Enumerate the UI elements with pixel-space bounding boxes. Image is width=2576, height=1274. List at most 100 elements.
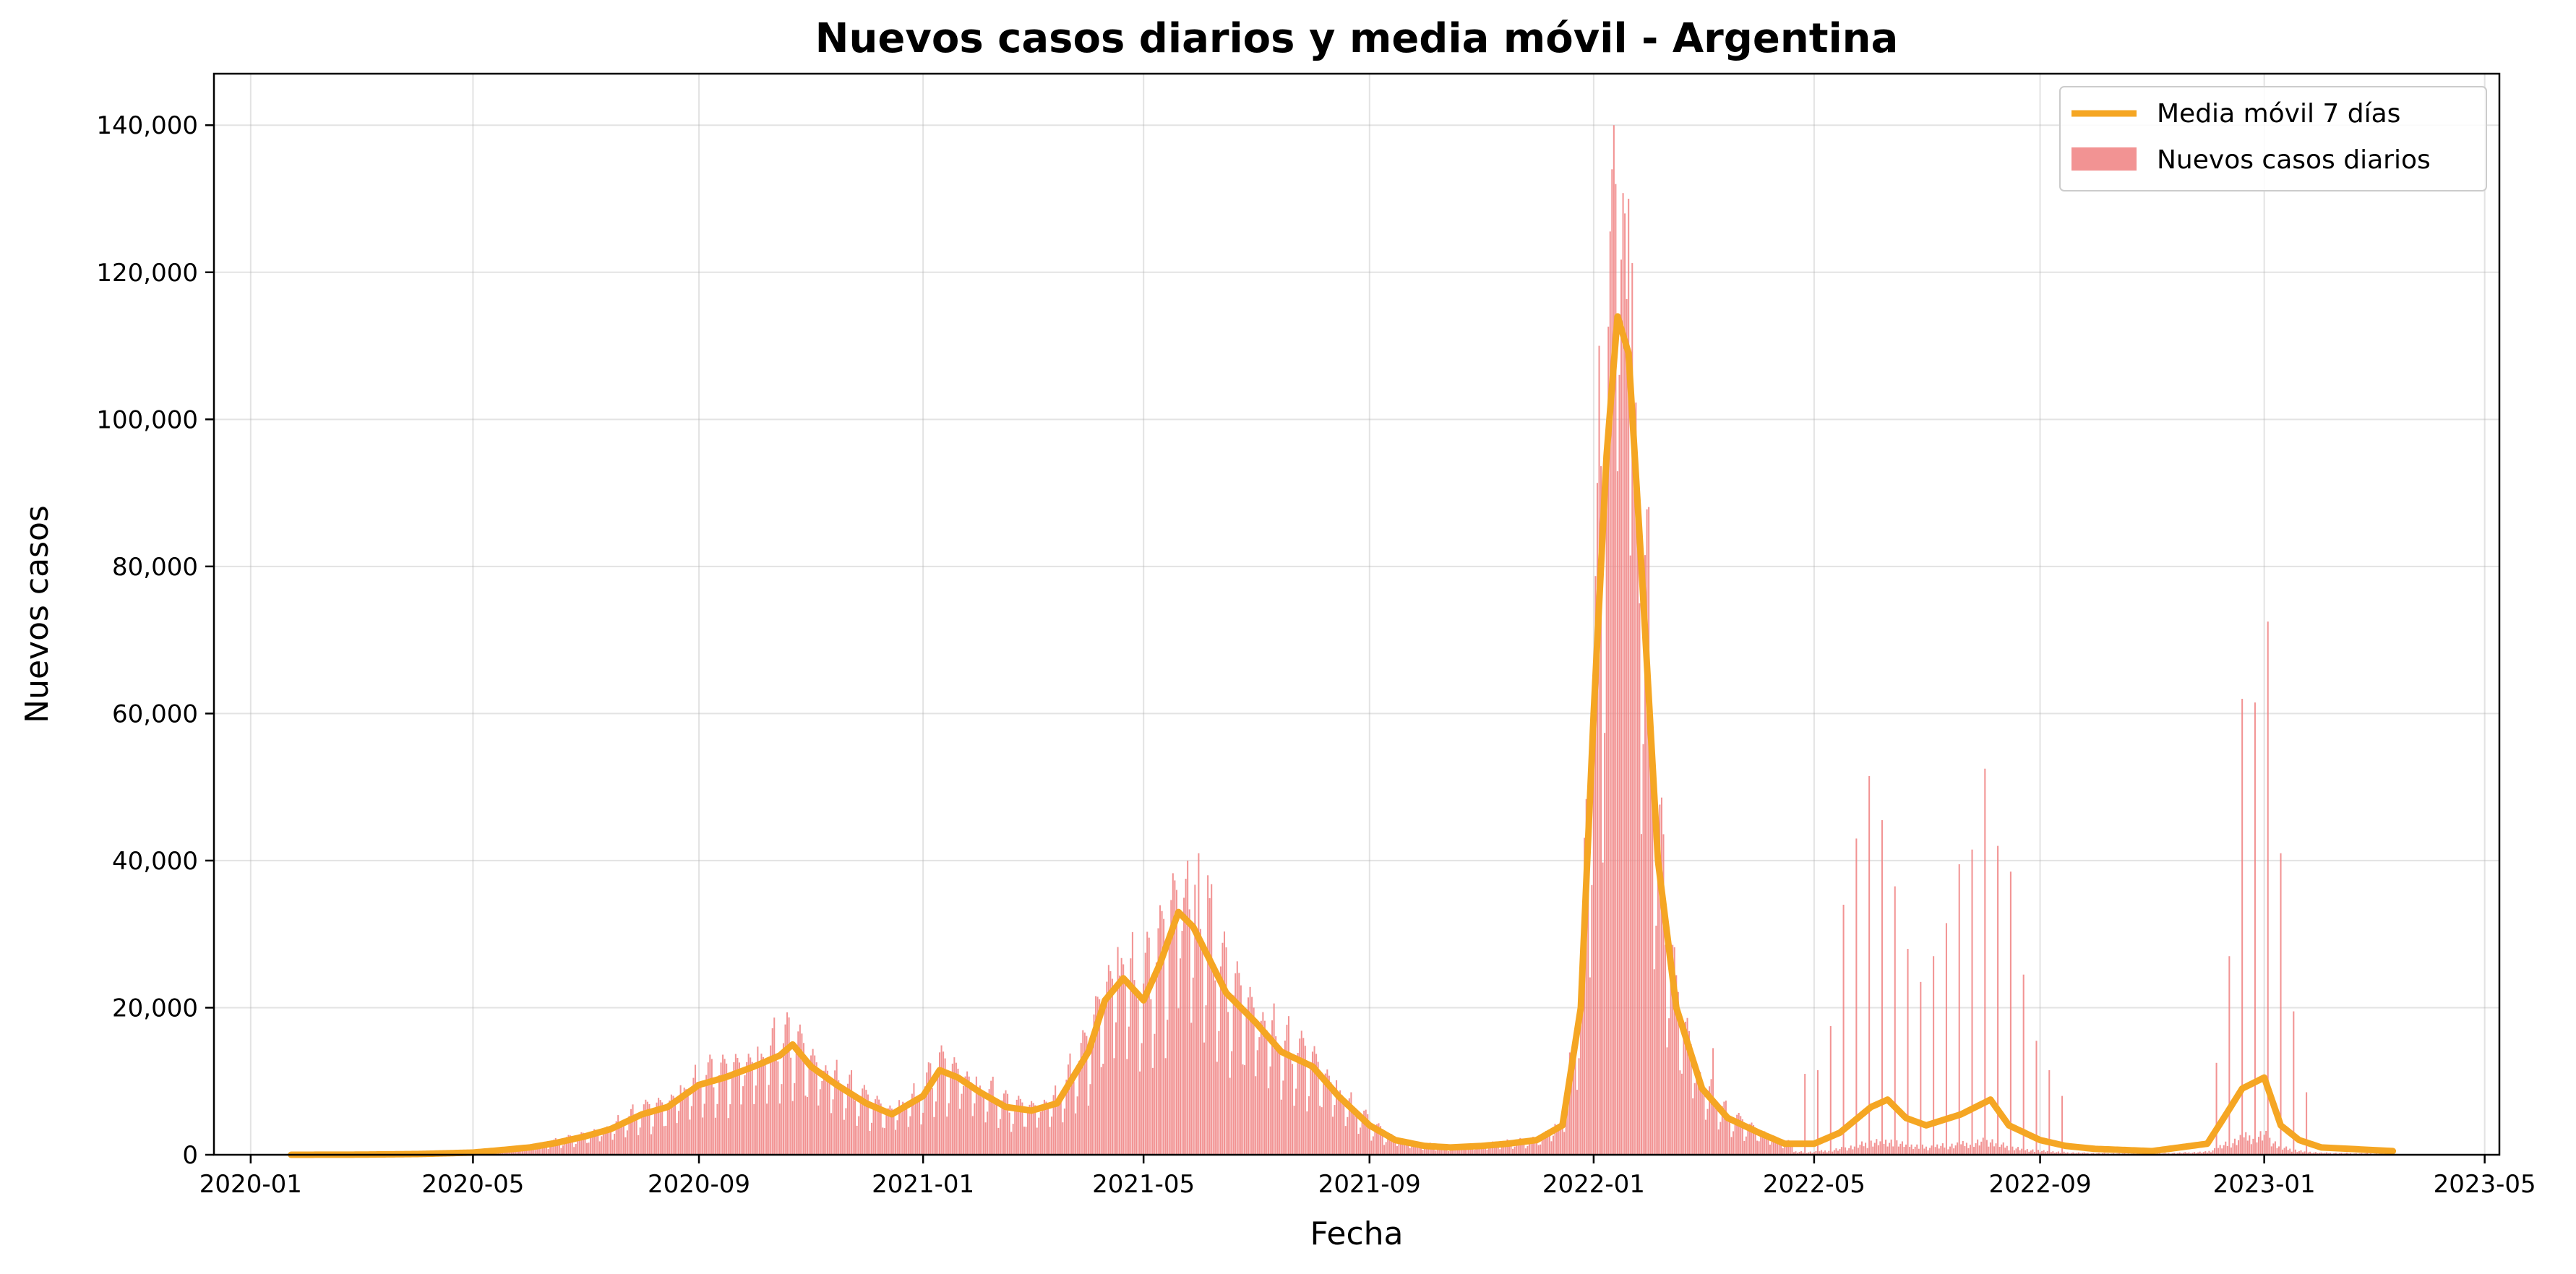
- daily-case-bar: [1753, 1125, 1755, 1155]
- daily-case-bar: [658, 1098, 660, 1155]
- daily-case-bar: [1973, 1147, 1975, 1155]
- daily-case-bar: [1855, 838, 1858, 1155]
- daily-case-bar: [1863, 1146, 1865, 1155]
- daily-case-bar: [1938, 1148, 1940, 1155]
- daily-case-bar: [1381, 1129, 1383, 1155]
- daily-case-bar: [750, 1057, 752, 1155]
- daily-case-bar: [1012, 1124, 1014, 1155]
- daily-case-bar: [1971, 849, 1973, 1155]
- daily-case-bar: [757, 1046, 759, 1155]
- daily-case-bar: [1190, 1023, 1193, 1155]
- daily-case-bar: [1157, 928, 1159, 1155]
- daily-case-bar: [1231, 1051, 1233, 1155]
- daily-case-bar: [1135, 989, 1138, 1155]
- daily-case-bar: [880, 1103, 882, 1155]
- daily-case-bar: [1005, 1090, 1007, 1155]
- legend-label-media-movil: Media móvil 7 días: [2157, 99, 2400, 129]
- daily-case-bar: [527, 1147, 529, 1155]
- daily-case-bar: [2283, 1148, 2285, 1155]
- daily-case-bar: [911, 1093, 913, 1155]
- daily-case-bar: [1109, 970, 1112, 1155]
- daily-case-bar: [1236, 961, 1238, 1155]
- daily-case-bar: [1082, 1030, 1084, 1155]
- daily-case-bar: [1336, 1080, 1338, 1155]
- daily-case-bar: [890, 1109, 893, 1155]
- daily-case-bar: [1660, 797, 1662, 1155]
- daily-case-bar: [1550, 1141, 1553, 1155]
- daily-case-bar: [751, 1062, 753, 1155]
- daily-case-bar: [1039, 1111, 1042, 1155]
- daily-case-bar: [1571, 1061, 1573, 1155]
- daily-case-bar: [1903, 1147, 1905, 1155]
- daily-case-bar: [808, 1066, 810, 1155]
- daily-case-bar: [676, 1123, 678, 1155]
- daily-case-bar: [1172, 873, 1174, 1155]
- daily-case-bar: [1677, 991, 1679, 1155]
- chart-title: Nuevos casos diarios y media móvil - Arg…: [815, 15, 1899, 62]
- daily-case-bar: [775, 1057, 777, 1155]
- daily-case-bar: [626, 1130, 628, 1155]
- daily-case-bar: [606, 1126, 608, 1155]
- daily-case-bar: [2184, 1152, 2186, 1155]
- daily-case-bar: [705, 1075, 708, 1155]
- daily-case-bar: [1649, 731, 1652, 1155]
- daily-case-bar: [943, 1051, 945, 1155]
- daily-case-bar: [927, 1062, 929, 1155]
- daily-case-bar: [1449, 1150, 1451, 1155]
- daily-case-bar: [1944, 1148, 1946, 1155]
- daily-case-bar: [801, 1033, 803, 1155]
- daily-case-bar: [1295, 1088, 1297, 1155]
- y-tick-label: 120,000: [96, 259, 198, 288]
- daily-case-bar: [1058, 1098, 1060, 1155]
- daily-case-bar: [1528, 1140, 1530, 1155]
- daily-case-bar: [987, 1111, 989, 1155]
- daily-case-bar: [1532, 1137, 1534, 1155]
- daily-case-bar: [929, 1063, 932, 1155]
- daily-case-bar: [1716, 1106, 1718, 1155]
- daily-case-bar: [1310, 1064, 1312, 1155]
- daily-case-bar: [637, 1135, 640, 1155]
- daily-case-bar: [1543, 1134, 1545, 1155]
- x-tick-label: 2022-09: [1989, 1170, 2092, 1199]
- daily-case-bar: [770, 1045, 772, 1155]
- daily-case-bar: [718, 1075, 721, 1155]
- daily-case-bar: [1093, 1014, 1095, 1155]
- daily-case-bar: [1548, 1131, 1550, 1155]
- x-tick-label: 2021-01: [872, 1170, 974, 1199]
- daily-case-bar: [1728, 1121, 1731, 1155]
- gridlines: [214, 74, 2499, 1155]
- x-tick-label: 2022-01: [1542, 1170, 1645, 1199]
- daily-case-bar: [2033, 1151, 2035, 1155]
- daily-case-bar: [758, 1062, 760, 1155]
- daily-case-bar: [1594, 576, 1597, 1155]
- daily-case-bar: [2249, 1135, 2251, 1155]
- daily-case-bar: [2178, 1152, 2181, 1155]
- daily-case-bar: [1499, 1149, 1501, 1155]
- daily-case-bar: [1001, 1100, 1003, 1155]
- daily-case-bar: [1007, 1093, 1009, 1155]
- daily-case-bar: [1385, 1142, 1387, 1155]
- daily-case-bar: [1198, 853, 1200, 1155]
- daily-case-bar: [1323, 1082, 1325, 1155]
- daily-case-bar: [646, 1101, 648, 1155]
- daily-case-bar: [753, 1103, 755, 1155]
- daily-case-bar: [1945, 923, 1947, 1155]
- daily-case-bar: [1747, 1127, 1749, 1155]
- daily-case-bar: [825, 1065, 827, 1155]
- daily-case-bar: [1396, 1146, 1398, 1155]
- daily-case-bar: [1023, 1127, 1025, 1155]
- daily-case-bar: [1541, 1137, 1543, 1155]
- daily-case-bar: [1860, 1141, 1863, 1155]
- daily-case-bar: [1741, 1119, 1743, 1155]
- daily-case-bar: [1302, 1038, 1305, 1155]
- daily-case-bar: [1833, 1150, 1835, 1155]
- daily-case-bar: [1245, 1016, 1248, 1155]
- daily-case-bar: [2346, 1153, 2348, 1155]
- daily-case-bar: [661, 1102, 664, 1155]
- daily-case-bar: [1192, 977, 1194, 1155]
- daily-case-bar: [1071, 1080, 1073, 1155]
- daily-case-bar: [1422, 1150, 1424, 1155]
- daily-case-bar: [1392, 1136, 1394, 1155]
- daily-case-bar: [729, 1104, 731, 1155]
- daily-case-bar: [806, 1096, 809, 1155]
